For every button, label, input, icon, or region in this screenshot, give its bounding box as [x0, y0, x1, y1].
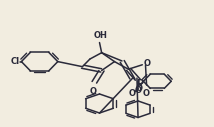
Text: O: O — [143, 89, 150, 98]
Text: O: O — [135, 86, 141, 95]
Text: O: O — [90, 87, 97, 96]
Text: O: O — [136, 84, 143, 93]
Text: P: P — [136, 79, 143, 89]
Text: O: O — [143, 59, 150, 68]
Text: OH: OH — [94, 31, 107, 40]
Text: Cl: Cl — [10, 57, 19, 66]
Text: O: O — [129, 89, 136, 98]
